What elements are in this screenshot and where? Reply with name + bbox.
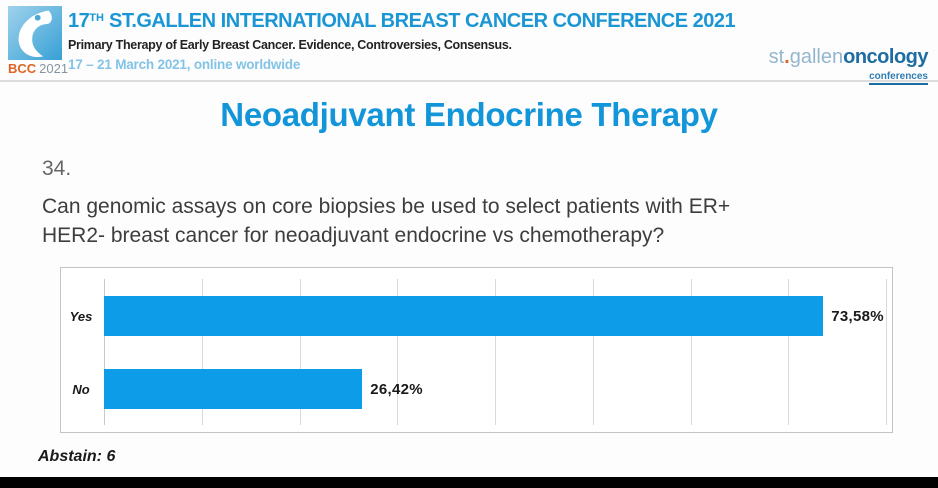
question-number: 34. [42,157,72,180]
brand-conferences: conferences [869,72,928,85]
bar-row-no: 26,42% [104,369,886,409]
brand-dot: . [784,46,790,68]
bottom-black-bar [0,477,938,488]
conference-subtitle: Primary Therapy of Early Breast Cancer. … [68,38,512,52]
stgallen-oncology-wordmark: st.gallenoncology [768,46,929,68]
plot-area: 73,58% 26,42% [104,279,887,425]
category-label-no: No [72,382,90,397]
bar-yes [104,296,824,336]
question-text: Can genomic assays on core biopsies be u… [42,192,730,250]
poll-results-chart: Yes No 73,58% 26,42% [60,267,893,433]
conference-title-text: ST.GALLEN INTERNATIONAL BREAST CANCER CO… [103,10,736,32]
gridline [299,279,301,425]
stgallen-oncology-logo: st.gallenoncology conferences [769,47,928,85]
gridline [690,279,692,425]
gridline [201,279,203,425]
drop-icon [8,6,62,60]
brand-gallen: gallen [789,46,844,68]
y-axis-line [104,279,105,425]
value-label-no: 26,42% [370,380,423,398]
conference-title-number: 17 [68,10,90,32]
gridline [397,279,399,425]
bcc-logo-caption: BCC 2021 [8,61,69,76]
category-label-yes: Yes [69,309,93,324]
brand-oncology: oncology [843,46,928,68]
gridline [495,279,496,425]
abstain-note: Abstain: 6 [38,448,116,465]
gridline [592,279,594,425]
gridline [788,279,790,425]
question-line-1: Can genomic assays on core biopsies be u… [42,195,731,218]
value-label-yes: 73,58% [831,307,884,325]
slide-title: Neoadjuvant Endocrine Therapy [220,96,718,133]
conference-title-ordinal: TH [89,12,104,24]
gridline [886,279,887,425]
question-line-2: HER2- breast cancer for neoadjuvant endo… [42,224,665,247]
conference-title: 17TH ST.GALLEN INTERNATIONAL BREAST CANC… [68,10,736,33]
header-divider [0,80,938,82]
brand-st: st [768,46,785,68]
bcc-logo [8,6,62,60]
bar-no [104,369,363,409]
conference-dates: 17 – 21 March 2021, online worldwide [68,57,301,72]
bar-row-yes: 73,58% [104,296,886,336]
bcc-logo-text: BCC [8,61,37,76]
bcc-logo-year: 2021 [39,61,69,76]
